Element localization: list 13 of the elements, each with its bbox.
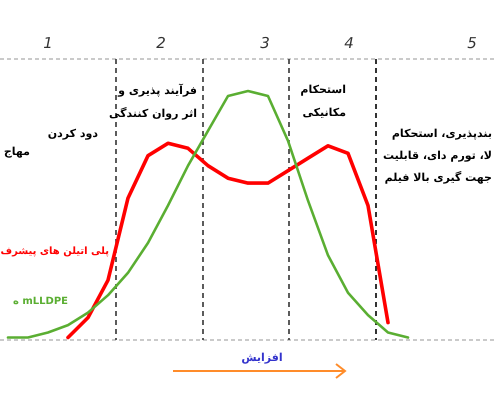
text: 2 xyxy=(156,34,166,52)
annotation: استحکام مکانیکی xyxy=(300,83,346,119)
text: 1 xyxy=(43,34,53,52)
text: 3 xyxy=(260,34,270,52)
annotation: بندپذیری، استحکام لا، تورم دای، قابلیت جهت گیری بالا فیلم xyxy=(382,127,492,184)
annotation: فرآیند پذیری و اثر روان کنندگی xyxy=(109,83,197,120)
text: 5 xyxy=(467,34,477,52)
annotation: مهاج xyxy=(4,145,30,158)
annotation: دود کردن xyxy=(48,127,98,140)
text: افزایش xyxy=(241,351,283,364)
text: 4 xyxy=(344,34,354,52)
series-label: mLLDPE ه xyxy=(12,296,68,307)
series-label: پلی اتیلن های پیشرف xyxy=(0,246,110,257)
